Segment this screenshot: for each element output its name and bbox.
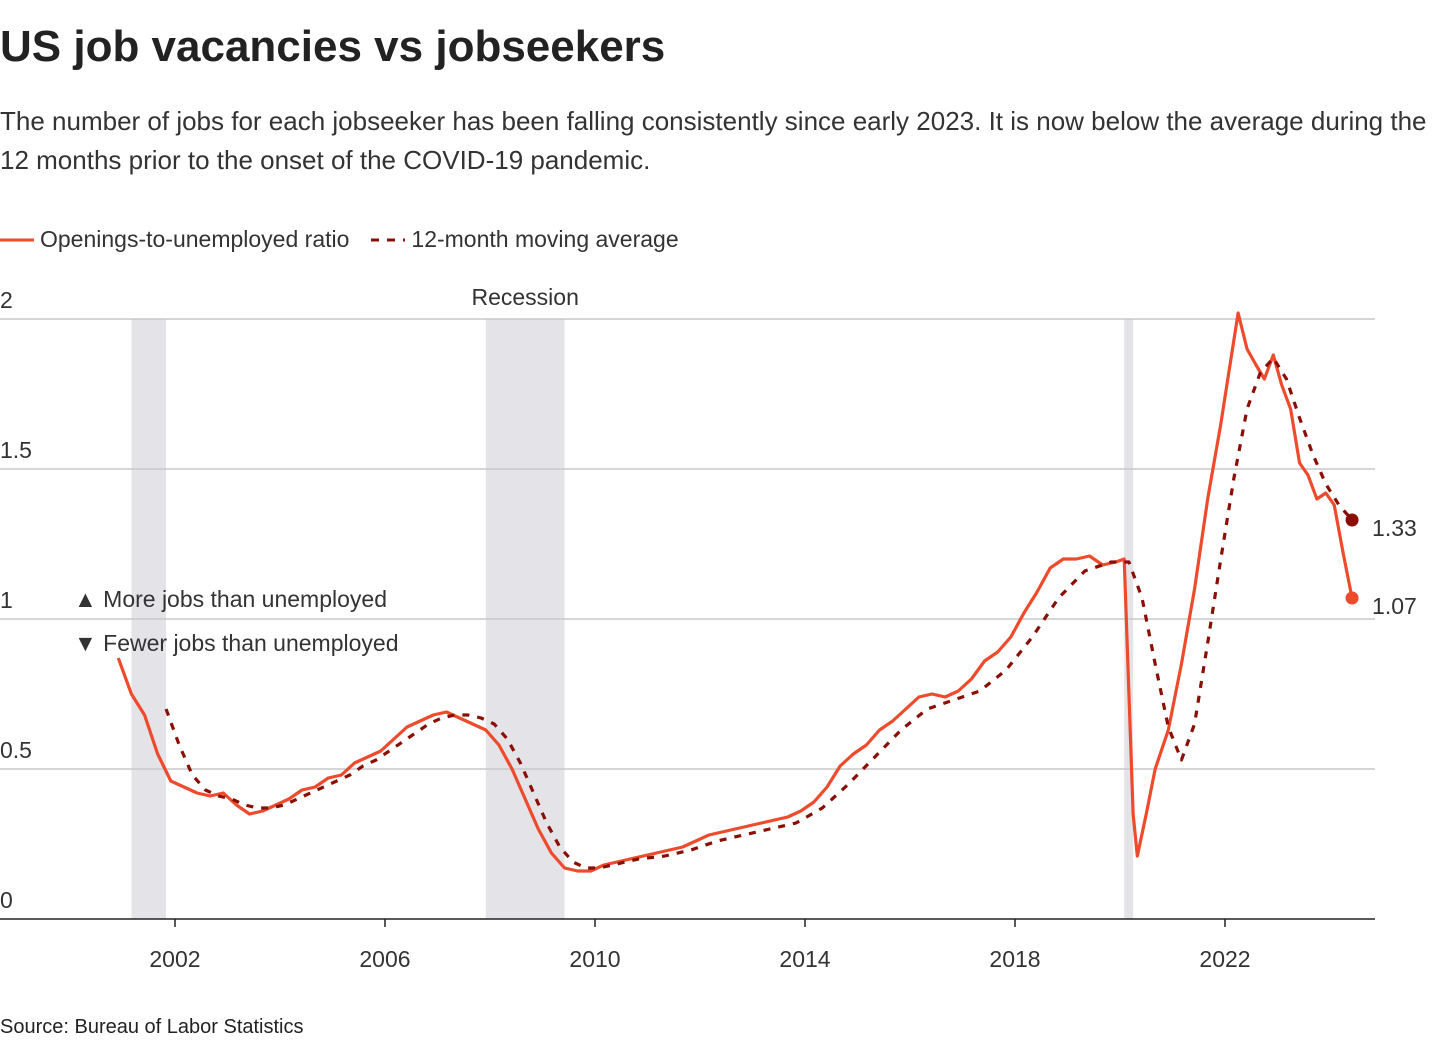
legend-item: Openings-to-unemployed ratio — [0, 226, 349, 253]
end-point — [1345, 513, 1359, 527]
x-tick-label: 2002 — [149, 946, 200, 972]
x-tick-label: 2018 — [989, 946, 1040, 972]
recession-label: Recession — [471, 284, 578, 310]
y-tick-label: 1 — [0, 587, 13, 613]
x-tick-label: 2014 — [779, 946, 830, 972]
legend-label: Openings-to-unemployed ratio — [40, 226, 350, 252]
legend-swatch — [371, 238, 406, 241]
x-tick-label: 2010 — [569, 946, 620, 972]
y-tick-label: 2 — [0, 287, 13, 313]
end-point — [1345, 591, 1359, 605]
x-tick-label: 2022 — [1199, 946, 1250, 972]
annotation: ▼ Fewer jobs than unemployed — [74, 630, 399, 656]
series-line — [164, 356, 1354, 870]
legend: Openings-to-unemployed ratio 12-month mov… — [0, 226, 679, 253]
chart-title: US job vacancies vs jobseekers — [0, 22, 666, 71]
end-value-label: 1.07 — [1372, 593, 1417, 619]
legend-item: 12-month moving average — [371, 226, 679, 253]
chart-subtitle: The number of jobs for each jobseeker ha… — [0, 106, 1427, 175]
source-note: Source: Bureau of Labor Statistics — [0, 1016, 304, 1038]
legend-label: 12-month moving average — [411, 226, 679, 252]
y-tick-label: 0.5 — [0, 737, 32, 763]
y-tick-label: 0 — [0, 887, 13, 913]
y-tick-label: 1.5 — [0, 437, 32, 463]
end-value-label: 1.33 — [1372, 515, 1417, 541]
legend-swatch — [0, 238, 34, 241]
x-tick-label: 2006 — [359, 946, 410, 972]
annotation: ▲ More jobs than unemployed — [74, 586, 387, 612]
series-line — [116, 311, 1354, 873]
